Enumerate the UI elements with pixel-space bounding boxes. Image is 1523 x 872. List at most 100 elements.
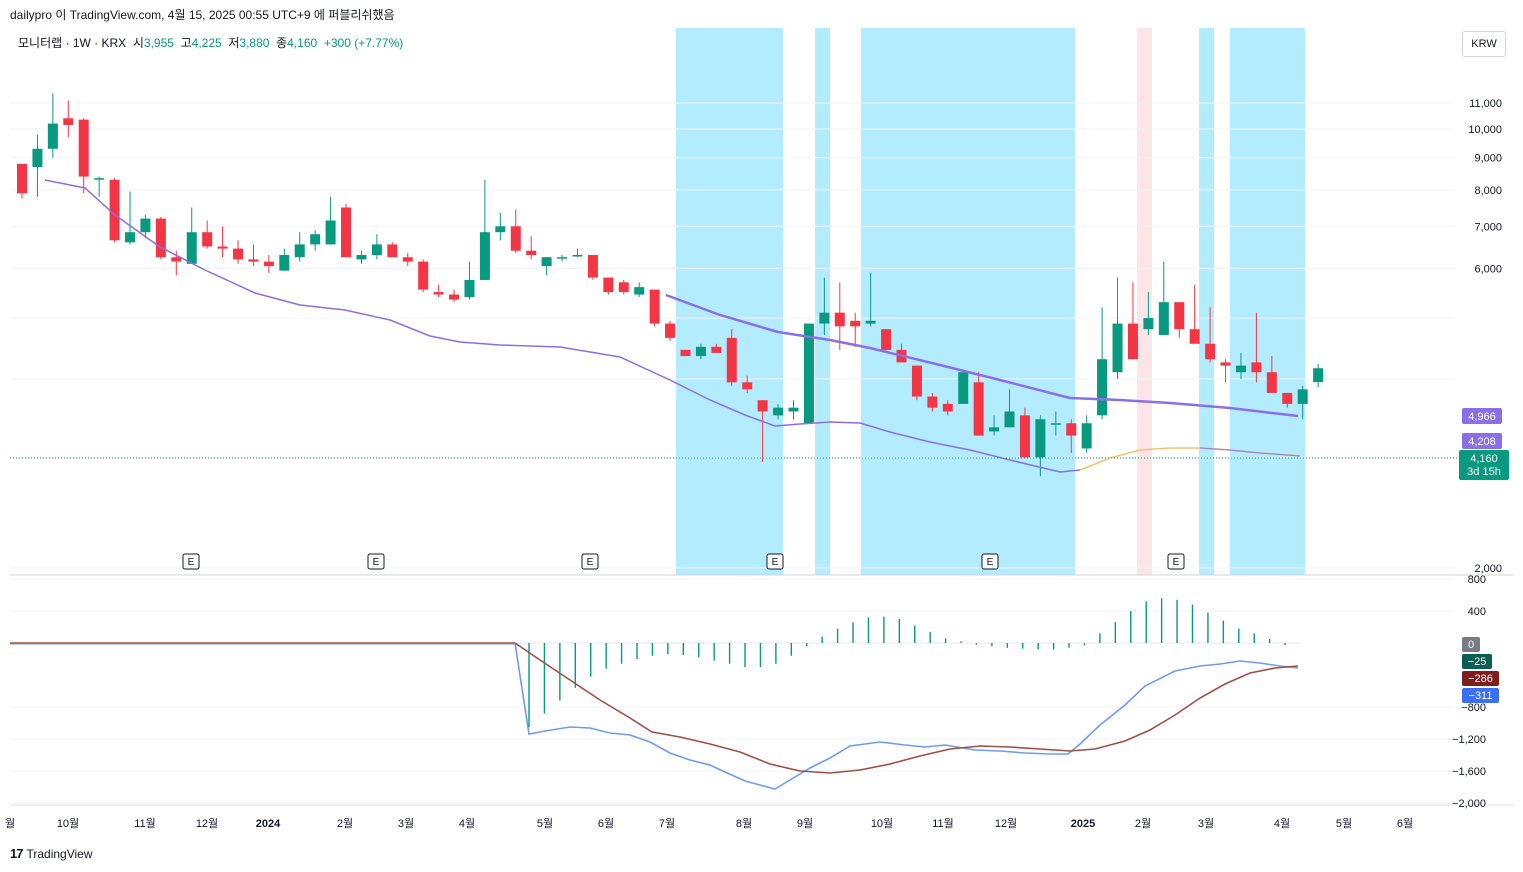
change-value: +300 (+7.77%) (323, 36, 404, 50)
highlight-zone (1199, 28, 1214, 575)
low-value: 3,880 (239, 36, 270, 50)
candle-body (665, 323, 676, 338)
candle-body (279, 255, 290, 271)
tradingview-logo[interactable]: 17 TradingView (10, 846, 93, 861)
candle-body (233, 248, 244, 260)
candle-body (1097, 359, 1108, 416)
candle-body (803, 323, 814, 424)
candle-body (402, 257, 413, 262)
candle-body (310, 234, 321, 245)
candle-body (603, 277, 614, 293)
highlight-zone (1230, 28, 1305, 575)
time-tick-label: 11월 (134, 817, 156, 830)
close-label: 종 (276, 36, 288, 50)
candle-body (695, 346, 706, 357)
candle-body (341, 207, 352, 258)
ma-short-line-2 (774, 421, 1081, 473)
candle-body (495, 226, 506, 233)
earnings-box (766, 553, 784, 570)
candle-body (711, 346, 722, 353)
macd-line (514, 642, 1299, 790)
candle-body (865, 320, 876, 324)
open-label: 시 (132, 36, 144, 50)
price-tick-label: 2,000 (1474, 563, 1502, 575)
candle-body (1251, 362, 1262, 373)
candle-body (1050, 423, 1061, 425)
candle-body (449, 294, 460, 300)
earnings-marker: E (766, 553, 784, 570)
candle-body (572, 255, 583, 257)
macd-line-tag-bg (1462, 688, 1499, 703)
price-tick-label: 6,000 (1474, 263, 1502, 275)
signal-line (514, 642, 1299, 774)
time-tick-label: 12월 (995, 817, 1017, 830)
time-tick-label: 2월 (337, 817, 353, 830)
time-tick-label: 8월 (736, 817, 752, 830)
time-tick-label: 2025 (1071, 818, 1095, 830)
candle-body (1266, 372, 1277, 393)
macd-hist-tag-text: −25 (1468, 656, 1487, 668)
macd-tick-label: 400 (1468, 606, 1486, 618)
macd-tick-label: −800 (1461, 702, 1486, 714)
symbol-name[interactable]: 모니터랩 · 1W · KRX (18, 36, 127, 50)
earnings-label: E (772, 557, 779, 568)
time-axis[interactable]: 월 10월 11월 12월 2024 2월 3월 4월 5월 6월 7월 8월 9월 10월 11월 12월 2… (5, 817, 1413, 830)
candles (17, 93, 1324, 477)
open-value: 3,955 (143, 36, 174, 50)
candle-body (557, 257, 568, 259)
candle-body (1282, 392, 1293, 404)
time-tick-label: 5월 (1336, 817, 1352, 830)
earnings-marker: E (1167, 553, 1185, 570)
price-tick-label: 10,000 (1468, 124, 1502, 136)
symbol-legend: 모니터랩 · 1W · KRX 시3,955 고4,225 저3,880 종4,… (18, 34, 403, 51)
candle-body (263, 261, 274, 267)
candle-body (356, 255, 367, 260)
time-tick-label: 3월 (1198, 817, 1214, 830)
earnings-box (1167, 553, 1185, 570)
candle-body (418, 261, 429, 290)
macd-tick-label: −1,600 (1452, 766, 1486, 778)
candle-body (1035, 419, 1046, 458)
time-tick-label: 11월 (932, 817, 954, 830)
time-tick-label: 6월 (1397, 817, 1413, 830)
highlight-zones (676, 28, 1305, 575)
candle-body (850, 320, 861, 327)
time-tick-label: 2월 (1135, 817, 1151, 830)
candle-body (479, 232, 490, 280)
macd-hist-tag-bg (1462, 654, 1492, 669)
candle-body (125, 232, 136, 243)
candle-body (757, 400, 768, 412)
time-tick-label: 6월 (598, 817, 614, 830)
earnings-label: E (1173, 557, 1180, 568)
candle-body (742, 382, 753, 390)
ma-long-line (665, 293, 1299, 418)
candle-body (94, 178, 105, 180)
price-tick-label: 8,000 (1474, 185, 1502, 197)
candle-body (1205, 343, 1216, 360)
candle-body (1081, 423, 1092, 449)
candle-body (78, 119, 89, 177)
price-axis[interactable]: 2,0003,0006,0007,0008,0009,00010,00011,0… (1468, 98, 1502, 575)
candle-body (541, 257, 552, 267)
candle-body (881, 329, 892, 350)
tradingview-logo-icon: 17 (10, 846, 24, 861)
candle-body (32, 148, 43, 167)
currency-button[interactable]: KRW (1462, 31, 1506, 57)
time-tick-label: 12월 (196, 817, 218, 830)
high-value: 4,225 (191, 36, 222, 50)
macd-line-tag: −311 (1462, 688, 1499, 703)
candle-body (155, 218, 166, 258)
candle-body (1066, 423, 1077, 436)
macd-tick-label: −2,000 (1452, 798, 1486, 810)
candle-body (1174, 302, 1185, 330)
macd-zero-tag-bg (1462, 637, 1480, 652)
highlight-zone (676, 28, 783, 575)
candle-body (526, 250, 537, 256)
candle-body (618, 282, 629, 293)
candle-body (294, 244, 305, 258)
candle-body (834, 312, 845, 327)
candle-body (1112, 323, 1123, 373)
grid (10, 102, 1513, 806)
